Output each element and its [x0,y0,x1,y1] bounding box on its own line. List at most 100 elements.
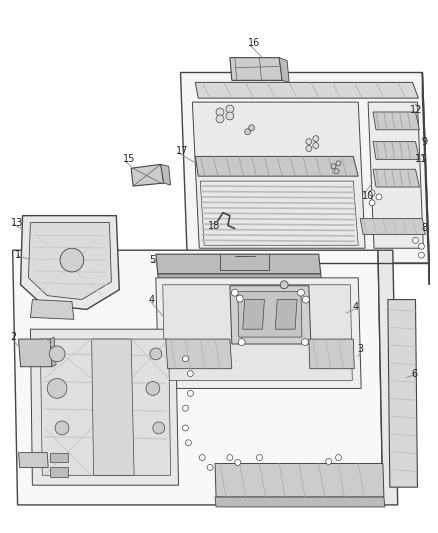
Polygon shape [275,300,297,329]
Circle shape [152,422,164,434]
Circle shape [49,346,65,362]
Circle shape [335,455,341,461]
Polygon shape [157,274,321,282]
Circle shape [182,425,188,431]
Text: 1: 1 [14,250,21,260]
Polygon shape [308,339,353,369]
Polygon shape [160,164,170,185]
Circle shape [335,161,340,166]
Circle shape [417,252,424,258]
Polygon shape [367,102,422,248]
Circle shape [55,421,69,435]
Polygon shape [377,250,397,505]
Text: 4: 4 [148,295,155,304]
Circle shape [199,455,205,461]
Circle shape [231,289,238,296]
Polygon shape [372,169,418,187]
Text: 18: 18 [208,221,220,231]
Circle shape [60,248,84,272]
Polygon shape [30,329,178,485]
Polygon shape [155,254,320,274]
Polygon shape [387,300,417,487]
Text: 3: 3 [356,344,362,354]
Text: 4: 4 [351,302,357,312]
Circle shape [375,194,381,200]
Circle shape [312,143,318,149]
Circle shape [279,281,287,289]
Polygon shape [215,497,384,507]
Text: 8: 8 [420,223,426,233]
Polygon shape [21,216,119,310]
Circle shape [236,295,243,302]
Circle shape [302,296,309,303]
Circle shape [417,243,424,249]
Circle shape [47,378,67,398]
Circle shape [412,237,417,243]
Polygon shape [162,285,352,381]
Polygon shape [13,250,382,505]
Polygon shape [192,102,364,248]
Circle shape [182,356,188,362]
Text: 17: 17 [175,147,187,157]
Circle shape [226,105,233,113]
Polygon shape [28,223,111,300]
Circle shape [297,289,304,296]
Circle shape [207,464,212,471]
Polygon shape [195,156,357,176]
Circle shape [145,382,159,395]
Circle shape [330,164,335,169]
Circle shape [187,390,193,397]
Polygon shape [359,219,424,235]
Polygon shape [165,339,231,369]
Circle shape [256,455,262,461]
Circle shape [185,440,191,446]
Polygon shape [372,142,418,159]
Circle shape [234,459,240,465]
Circle shape [187,370,193,377]
Polygon shape [18,453,48,467]
Text: 11: 11 [414,155,426,164]
Polygon shape [155,278,360,389]
Circle shape [368,200,374,206]
Circle shape [244,129,250,135]
Circle shape [226,112,233,120]
Polygon shape [40,339,170,475]
Text: 16: 16 [247,38,259,48]
Bar [50,467,68,477]
Polygon shape [180,72,428,263]
Polygon shape [230,58,282,80]
Circle shape [301,338,307,345]
Circle shape [312,136,318,142]
Circle shape [333,169,338,174]
Circle shape [368,190,374,196]
Circle shape [305,139,311,144]
Text: 9: 9 [420,136,426,147]
Circle shape [215,115,223,123]
Polygon shape [242,300,264,329]
Circle shape [226,455,232,461]
Polygon shape [18,339,52,367]
Text: 6: 6 [410,369,417,378]
Polygon shape [372,112,418,130]
Polygon shape [421,72,428,285]
Text: 5: 5 [148,255,155,265]
Circle shape [182,405,188,411]
Circle shape [305,146,311,151]
Circle shape [215,108,223,116]
Polygon shape [131,164,163,186]
Text: 12: 12 [409,105,421,115]
Text: 2: 2 [11,332,17,342]
Polygon shape [279,58,289,83]
Polygon shape [200,181,357,245]
Polygon shape [50,337,56,367]
Text: 15: 15 [123,155,135,164]
Polygon shape [237,292,301,337]
Text: 10: 10 [361,191,374,201]
Circle shape [248,125,254,131]
Polygon shape [30,300,74,319]
Circle shape [325,458,331,464]
Circle shape [149,348,161,360]
Polygon shape [215,464,383,497]
Text: 13: 13 [11,217,23,228]
Polygon shape [230,286,310,344]
